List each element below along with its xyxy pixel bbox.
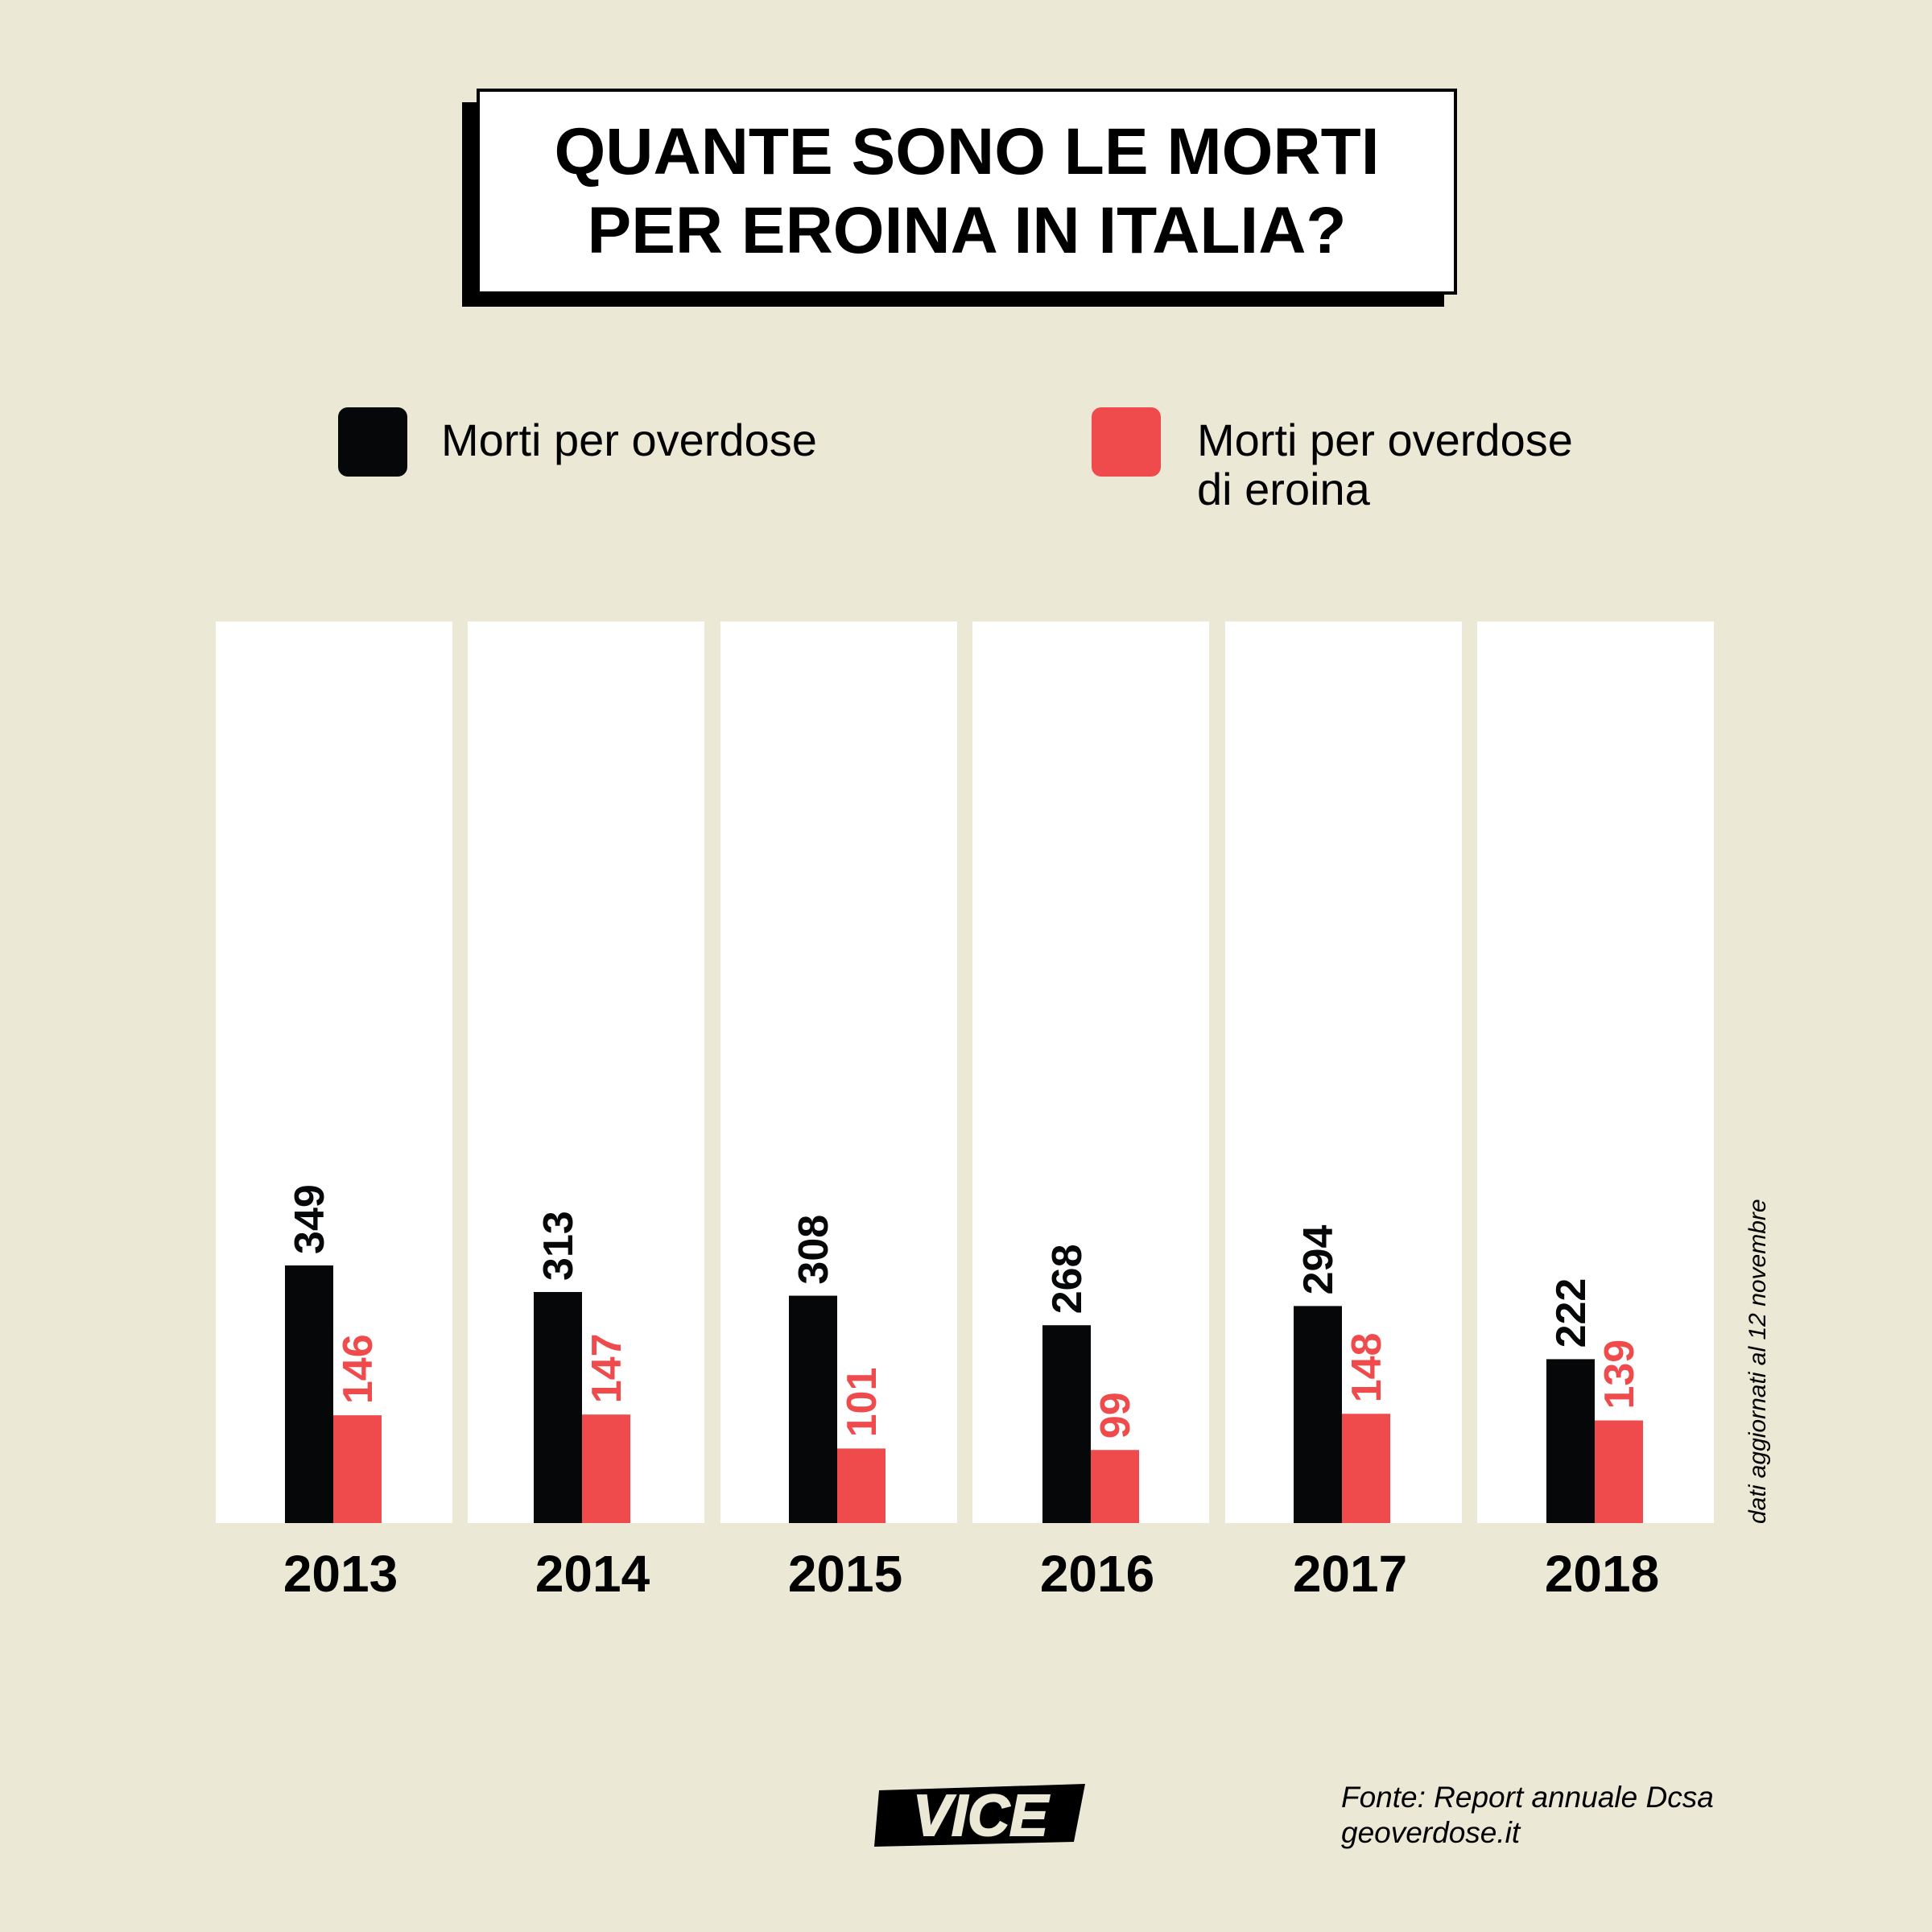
vice-logo: VICE xyxy=(874,1783,1085,1849)
source-note: Fonte: Report annuale Dcsa geoverdose.it xyxy=(1341,1780,1714,1851)
bar-heroin xyxy=(333,1415,382,1523)
bar-overdose xyxy=(285,1265,333,1523)
vice-logo-text: VICE xyxy=(913,1784,1050,1848)
bar-overdose xyxy=(789,1295,837,1523)
chart-panel xyxy=(1225,621,1462,1523)
data-label-heroin: 147 xyxy=(584,1333,630,1403)
data-label-overdose: 349 xyxy=(287,1184,333,1254)
bar-heroin xyxy=(1342,1414,1390,1523)
data-update-note: dati aggiornati al 12 novembre xyxy=(1744,1199,1771,1524)
chart-panel xyxy=(720,621,957,1523)
legend-label-heroin-line1: Morti per overdose xyxy=(1197,415,1573,465)
source-line-1: Fonte: Report annuale Dcsa xyxy=(1341,1781,1714,1814)
data-label-overdose: 268 xyxy=(1044,1244,1091,1314)
data-label-heroin: 99 xyxy=(1092,1392,1139,1439)
bar-overdose xyxy=(1294,1306,1342,1523)
bar-chart: 349 146 2013 313 147 2014 308 101 2015 268 99 2016 2… xyxy=(216,621,1714,1603)
legend-label-heroin-line2: di eroina xyxy=(1197,464,1370,514)
x-tick-label: 2017 xyxy=(1293,1545,1407,1603)
x-tick-label: 2015 xyxy=(788,1545,902,1603)
x-tick-label: 2014 xyxy=(535,1545,650,1603)
legend-swatch-overdose xyxy=(338,407,407,477)
title-line-1: QUANTE SONO LE MORTI xyxy=(554,115,1380,188)
source-line-2: geoverdose.it xyxy=(1341,1816,1521,1849)
data-label-overdose: 308 xyxy=(791,1215,837,1285)
data-label-heroin: 148 xyxy=(1344,1333,1390,1403)
legend-label-overdose: Morti per overdose xyxy=(441,415,817,465)
bar-heroin xyxy=(1091,1450,1139,1523)
bar-overdose xyxy=(1546,1359,1595,1523)
x-tick-label: 2016 xyxy=(1040,1545,1154,1603)
data-label-heroin: 101 xyxy=(839,1368,886,1438)
x-tick-label: 2018 xyxy=(1545,1545,1659,1603)
chart-panel xyxy=(468,621,704,1523)
data-label-heroin: 146 xyxy=(335,1334,382,1404)
title-line-2: PER EROINA IN ITALIA? xyxy=(587,194,1347,267)
bar-heroin xyxy=(1595,1420,1643,1523)
data-label-heroin: 139 xyxy=(1596,1340,1643,1410)
data-label-overdose: 313 xyxy=(535,1211,582,1281)
bar-overdose xyxy=(1042,1325,1091,1523)
x-tick-label: 2013 xyxy=(283,1545,398,1603)
bar-overdose xyxy=(534,1291,582,1523)
legend-swatch-heroin xyxy=(1092,407,1161,477)
data-label-overdose: 222 xyxy=(1548,1278,1595,1348)
title-box: QUANTE SONO LE MORTI PER EROINA IN ITALI… xyxy=(477,89,1457,295)
data-label-overdose: 294 xyxy=(1295,1225,1342,1295)
bar-heroin xyxy=(582,1414,630,1523)
chart-panel xyxy=(1477,621,1714,1523)
bar-heroin xyxy=(837,1448,886,1523)
chart-panel xyxy=(216,621,452,1523)
